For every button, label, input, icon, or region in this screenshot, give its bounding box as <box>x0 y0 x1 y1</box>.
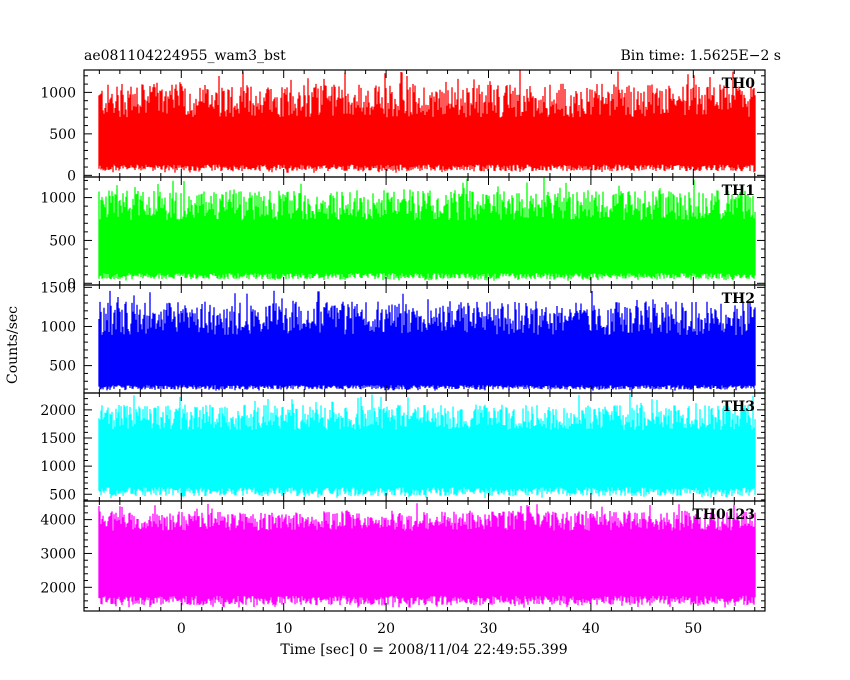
signal-trace <box>98 394 756 499</box>
x-tick-label: 0 <box>177 621 186 637</box>
y-tick-label: 2000 <box>40 580 76 596</box>
y-tick-label: 500 <box>49 127 76 143</box>
y-tick-label: 500 <box>49 233 76 249</box>
series-th0123 <box>98 503 756 608</box>
y-tick-label: 1500 <box>40 280 76 296</box>
x-tick-label: 10 <box>275 621 293 637</box>
y-tick-label: 0 <box>67 168 76 184</box>
series-th2 <box>98 290 756 391</box>
series-th3 <box>98 394 756 499</box>
y-tick-label: 500 <box>49 359 76 375</box>
panel-th2: 500 1000 1500 TH2 <box>40 280 766 394</box>
x-axis: 0 10 20 30 40 50 <box>177 621 702 637</box>
y-tick-label: 500 <box>49 487 76 503</box>
panel-frame <box>83 500 766 612</box>
x-axis-label: Time [sec] 0 = 2008/11/04 22:49:55.399 <box>280 642 567 658</box>
panel-th3: 500 1000 1500 2000 TH3 <box>40 392 766 503</box>
signal-trace <box>98 70 756 173</box>
chart-title: ae081104224955_wam3_bst <box>84 48 286 64</box>
panel-label: TH2 <box>722 291 755 307</box>
signal-trace <box>98 503 756 608</box>
panel-label: TH1 <box>722 183 755 199</box>
panels: 0 500 1000 TH0 0 500 1000 TH1 500 1000 1500 TH2 500 1… <box>40 69 766 612</box>
y-tick-label: 3000 <box>40 546 76 562</box>
y-tick-label: 0 <box>67 276 76 292</box>
series-th0 <box>98 70 756 173</box>
bin-time-label: Bin time: 1.5625E−2 s <box>620 48 781 64</box>
signal-trace <box>98 177 756 281</box>
panel-label: TH0123 <box>692 507 755 523</box>
y-tick-label: 1000 <box>40 459 76 475</box>
y-tick-label: 4000 <box>40 513 76 529</box>
y-tick-label: 1500 <box>40 431 76 447</box>
y-tick-label: 2000 <box>40 403 76 419</box>
y-tick-label: 1000 <box>40 191 76 207</box>
x-tick-label: 40 <box>582 621 600 637</box>
panel-label: TH0 <box>722 76 756 92</box>
y-tick-label: 1000 <box>40 85 76 101</box>
y-tick-label: 1000 <box>40 319 76 335</box>
x-tick-label: 30 <box>480 621 498 637</box>
x-tick-label: 50 <box>684 621 702 637</box>
panel-th1: 0 500 1000 TH1 <box>40 176 766 292</box>
y-axis-label: Counts/sec <box>5 306 21 384</box>
panel-th0: 0 500 1000 TH0 <box>40 69 766 184</box>
series-th1 <box>98 177 756 281</box>
panel-th0123: 2000 3000 4000 TH0123 <box>40 500 766 612</box>
panel-label: TH3 <box>722 399 755 415</box>
signal-trace <box>98 290 756 391</box>
x-tick-label: 20 <box>377 621 395 637</box>
